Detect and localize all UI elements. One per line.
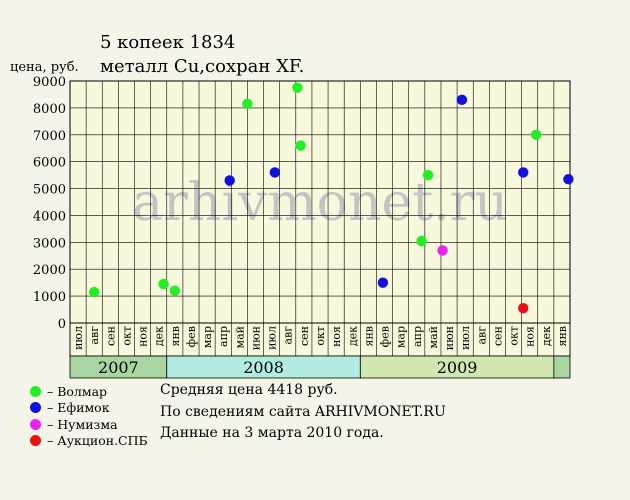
legend-item-volmar: – Волмар: [30, 383, 148, 400]
data-point: [242, 98, 253, 110]
y-tick-label: 8000: [33, 102, 66, 117]
data-date: Данные на 3 марта 2010 года.: [160, 425, 384, 441]
y-tick-label: 7000: [33, 129, 66, 144]
legend-label-numizma: – Нумизма: [47, 416, 118, 432]
data-point: [292, 82, 303, 93]
month-label: фев: [185, 326, 198, 347]
chart-svg: arhivmonet.ru 0 1000 2000 3000 4000 5000 6000 70…: [33, 75, 574, 379]
y-tick-label: 4000: [33, 209, 66, 224]
data-point: [224, 175, 235, 186]
data-point: [377, 277, 389, 288]
month-label: дек: [540, 326, 553, 346]
month-label: янв: [362, 326, 375, 346]
data-point: [456, 94, 468, 106]
month-label: янв: [556, 326, 569, 346]
data-point: [563, 173, 574, 185]
data-point: [422, 169, 434, 181]
month-label: мар: [395, 326, 408, 348]
data-point: [518, 303, 529, 314]
month-label: апр: [217, 326, 230, 347]
average-price: Средняя цена 4418 руб.: [160, 382, 338, 398]
plot-area: [70, 81, 570, 323]
month-label: дек: [346, 326, 359, 346]
data-point: [530, 129, 542, 140]
legend-label-efimok: – Ефимок: [47, 400, 110, 416]
month-label: июн: [443, 326, 456, 350]
month-label: ноя: [137, 326, 150, 347]
legend-item-auction-spb: – Аукцион.СПБ: [30, 433, 148, 450]
data-point: [169, 285, 181, 296]
month-label: май: [233, 326, 246, 348]
legend: – Волмар – Ефимок – Нумизма – Аукцион.СП…: [30, 383, 148, 449]
month-label: сен: [104, 326, 117, 346]
month-label: июл: [459, 326, 472, 350]
year-label: 2007: [98, 358, 139, 377]
month-label: авг: [88, 326, 101, 345]
data-point: [518, 167, 529, 178]
year-label: 2009: [437, 358, 478, 377]
month-label: май: [427, 326, 440, 348]
month-label: мар: [201, 326, 214, 348]
y-tick-label: 3000: [33, 236, 66, 251]
data-point: [416, 235, 427, 247]
month-label: июл: [266, 326, 279, 350]
data-point: [437, 245, 448, 256]
legend-label-volmar: – Волмар: [47, 383, 108, 399]
y-tick-label: 6000: [33, 156, 66, 171]
month-label: сен: [491, 326, 504, 346]
legend-dot-volmar: [30, 385, 41, 397]
data-point: [295, 140, 306, 151]
month-strip: [69, 322, 571, 357]
legend-item-efimok: – Ефимок: [30, 400, 148, 417]
month-label: июл: [72, 326, 85, 350]
chart-title-line2: металл Cu,сохран XF.: [100, 56, 305, 77]
y-tick-label: 2000: [33, 263, 66, 278]
data-point: [269, 167, 281, 178]
watermark: arhivmonet.ru: [132, 173, 508, 233]
data-point: [158, 278, 169, 290]
month-label: янв: [169, 326, 182, 346]
year-label: 2008: [243, 358, 284, 377]
info-block: Средняя цена 4418 руб. По сведениям сайт…: [160, 380, 446, 445]
legend-dot-efimok: [30, 402, 41, 414]
year-cell: [553, 355, 571, 379]
y-tick-label: 9000: [33, 75, 66, 90]
y-tick-label: 0: [58, 317, 66, 332]
month-label: авг: [282, 326, 295, 345]
data-point: [88, 286, 100, 298]
month-label: окт: [120, 326, 133, 346]
month-label: окт: [314, 326, 327, 346]
month-label: сен: [298, 326, 311, 346]
legend-dot-numizma: [30, 418, 41, 430]
month-label: окт: [508, 326, 521, 346]
legend-label-auction-spb: – Аукцион.СПБ: [47, 433, 148, 449]
month-label: ноя: [330, 326, 343, 347]
plot-border: [69, 80, 571, 324]
chart-title-line1: 5 копеек 1834: [100, 32, 236, 53]
legend-dot-auction-spb: [30, 435, 41, 447]
month-label: фев: [379, 326, 392, 347]
y-axis-label: цена, руб.: [10, 60, 79, 75]
month-label: ноя: [524, 326, 537, 347]
legend-item-numizma: – Нумизма: [30, 416, 148, 433]
month-label: авг: [475, 326, 488, 345]
y-tick-label: 1000: [33, 290, 66, 305]
data-source: По сведениям сайта ARHIVMONET.RU: [160, 403, 446, 420]
month-label: апр: [411, 326, 424, 347]
month-label: июн: [249, 326, 262, 350]
y-tick-label: 5000: [33, 183, 66, 198]
month-label: дек: [153, 326, 166, 346]
